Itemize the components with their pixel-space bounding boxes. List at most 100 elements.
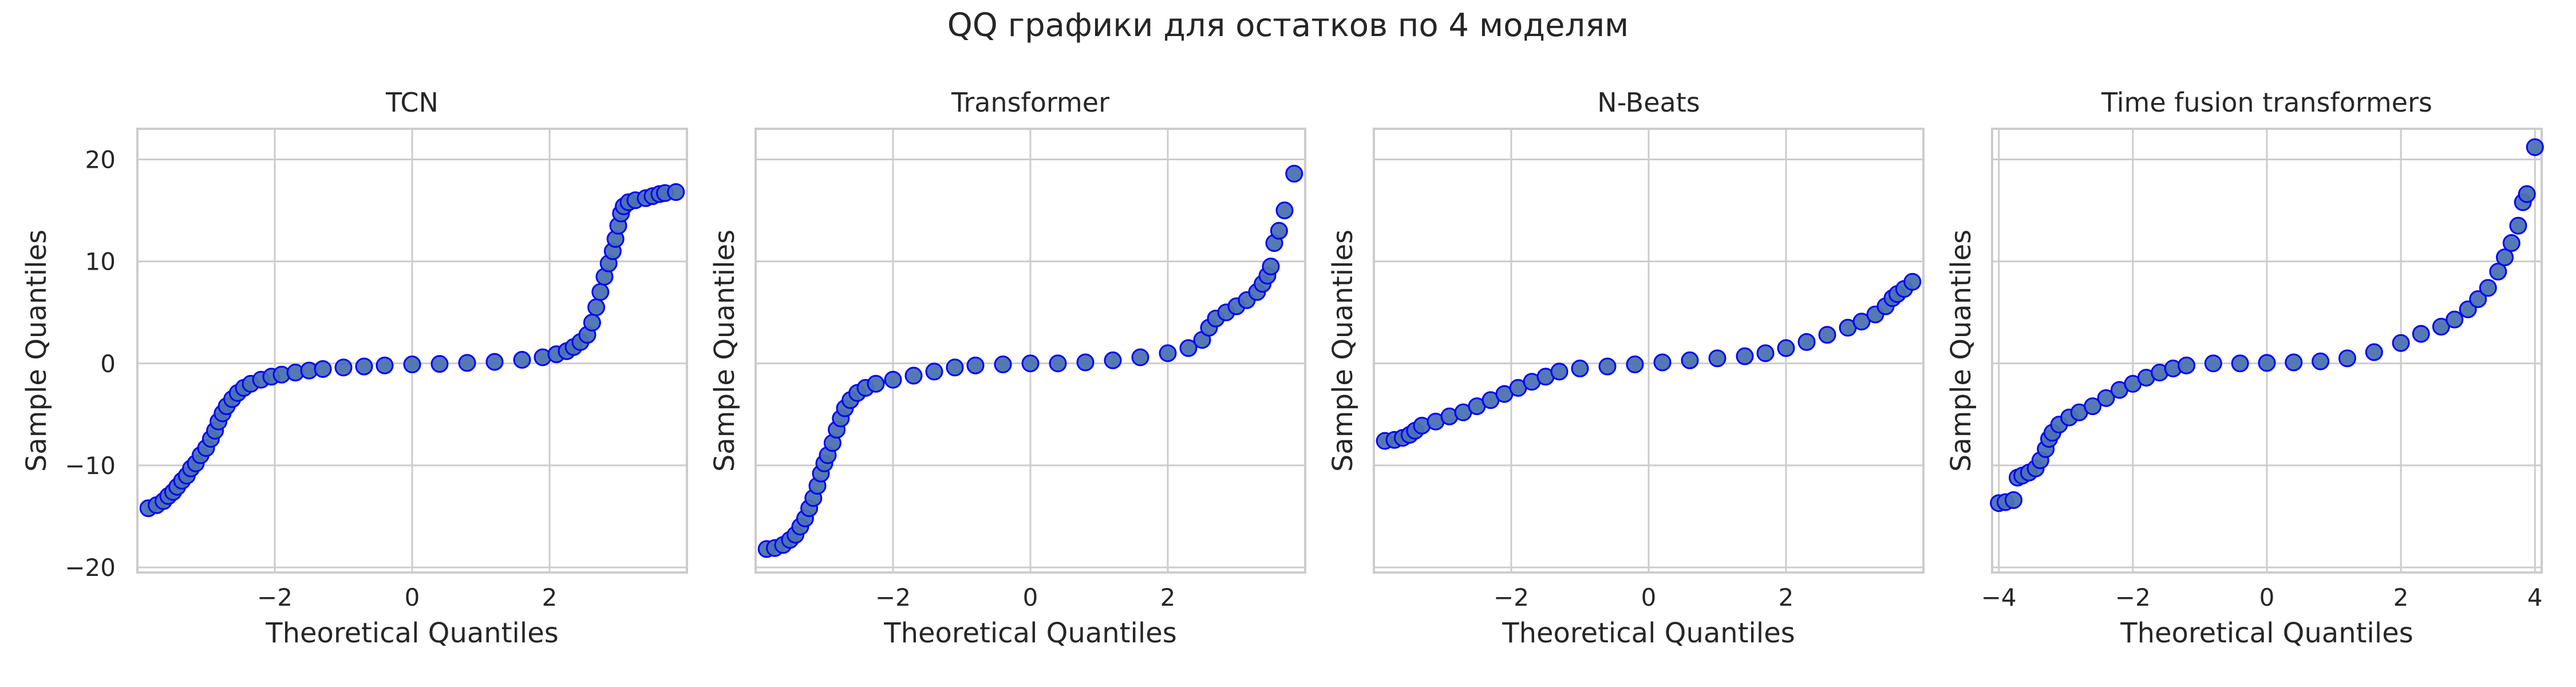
qq-point bbox=[1262, 258, 1280, 276]
qq-point bbox=[1626, 356, 1644, 374]
x-tick-label: 2 bbox=[1160, 583, 1176, 611]
qq-point bbox=[2432, 318, 2450, 336]
qq-point bbox=[966, 356, 985, 374]
qq-point bbox=[2526, 138, 2544, 156]
qq-point bbox=[2445, 310, 2464, 329]
qq-point bbox=[2496, 248, 2514, 266]
x-tick-label: 4 bbox=[2527, 583, 2543, 611]
qq-point bbox=[583, 314, 601, 332]
qq-point bbox=[2338, 349, 2356, 368]
subplot-title: N-Beats bbox=[1597, 87, 1700, 118]
qq-point bbox=[376, 356, 394, 374]
qq-point bbox=[1852, 313, 1871, 331]
plot-frame bbox=[754, 128, 1306, 574]
qq-point bbox=[2178, 356, 2196, 374]
qq-point bbox=[1275, 202, 1294, 220]
qq-point bbox=[1131, 348, 1149, 366]
qq-point bbox=[587, 298, 606, 317]
y-tick-label: 0 bbox=[100, 350, 116, 378]
plot-frame bbox=[1991, 128, 2543, 574]
qq-point bbox=[591, 283, 610, 301]
x-axis-label: Theoretical Quantiles bbox=[883, 617, 1176, 649]
qq-point bbox=[2097, 389, 2115, 407]
qq-point bbox=[1598, 357, 1617, 376]
qq-point bbox=[1159, 344, 1177, 362]
qq-point bbox=[2479, 279, 2497, 297]
qq-point bbox=[485, 353, 504, 371]
qq-point bbox=[884, 370, 902, 389]
x-axis-label: Theoretical Quantiles bbox=[1502, 617, 1795, 649]
qq-point bbox=[2204, 354, 2222, 373]
x-tick-label: 0 bbox=[1023, 583, 1038, 611]
qq-point bbox=[1653, 353, 1672, 372]
x-tick-label: −4 bbox=[1981, 583, 2017, 611]
qq-panel-4: −4 −2 0 2 4 Time fusion transformers Theoretic… bbox=[1945, 87, 2544, 649]
qq-point bbox=[1104, 351, 1122, 369]
qq-point bbox=[994, 356, 1012, 374]
qq-point bbox=[2469, 290, 2487, 309]
x-tick-label: 2 bbox=[2393, 583, 2409, 611]
qq-point bbox=[2509, 216, 2527, 235]
qq-point bbox=[513, 351, 531, 369]
qq-point bbox=[314, 360, 332, 378]
x-tick-label: 2 bbox=[1779, 583, 1794, 611]
qq-point bbox=[2518, 185, 2536, 203]
x-tick-label: 2 bbox=[542, 583, 558, 611]
qq-point bbox=[1756, 344, 1775, 362]
qq-point bbox=[1076, 353, 1095, 372]
qq-point bbox=[2502, 234, 2520, 252]
qq-point bbox=[1049, 354, 1067, 373]
qq-point bbox=[1681, 351, 1699, 369]
y-axis-label: Sample Quantiles bbox=[21, 230, 53, 472]
qq-point bbox=[2258, 354, 2276, 372]
y-tick-label: −10 bbox=[65, 452, 116, 480]
qq-point bbox=[430, 355, 449, 373]
qq-point bbox=[1903, 273, 1922, 291]
qq-point bbox=[1270, 222, 1288, 240]
qq-point bbox=[2004, 491, 2022, 510]
y-tick-label: 20 bbox=[85, 145, 116, 173]
subplot-title: TCN bbox=[385, 87, 438, 118]
qq-point bbox=[2231, 354, 2249, 373]
x-tick-label: 0 bbox=[2259, 583, 2275, 611]
qq-point bbox=[1021, 354, 1040, 373]
y-axis-label: Sample Quantiles bbox=[709, 230, 741, 472]
qq-point bbox=[1550, 362, 1568, 381]
qq-point bbox=[403, 356, 421, 374]
qq-panel-2: −2 0 2 Transformer Theoretical Quantiles Samp… bbox=[709, 87, 1306, 649]
qq-point bbox=[1818, 326, 1836, 344]
qq-point bbox=[946, 358, 964, 377]
x-tick-label: −2 bbox=[1494, 583, 1529, 611]
plot-frame bbox=[136, 128, 688, 574]
x-tick-label: −2 bbox=[257, 583, 293, 611]
x-tick-label: −2 bbox=[875, 583, 911, 611]
qq-point bbox=[2365, 343, 2383, 361]
qq-panel-3: −2 0 2 N-Beats Theoretical Quantiles Sample Q… bbox=[1327, 87, 1925, 649]
x-tick-label: 0 bbox=[405, 583, 420, 611]
qq-point bbox=[1571, 360, 1589, 378]
x-tick-label: 0 bbox=[1641, 583, 1657, 611]
qq-point bbox=[2412, 325, 2430, 343]
plot-frame bbox=[1373, 128, 1925, 574]
qq-point bbox=[904, 366, 923, 385]
x-axis-label: Theoretical Quantiles bbox=[2120, 617, 2413, 649]
subplot-title: Transformer bbox=[951, 87, 1109, 118]
qq-point bbox=[867, 374, 885, 393]
qq-point bbox=[1285, 164, 1303, 183]
qq-point bbox=[2312, 352, 2330, 370]
qq-point bbox=[1797, 333, 1816, 351]
qq-point bbox=[2392, 334, 2410, 352]
y-tick-label: 10 bbox=[85, 248, 116, 276]
qq-point bbox=[355, 357, 373, 376]
qq-point bbox=[1179, 339, 1198, 357]
x-axis-label: Theoretical Quantiles bbox=[265, 617, 558, 649]
qq-point bbox=[2489, 262, 2507, 281]
x-tick-label: −2 bbox=[2115, 583, 2151, 611]
qq-point bbox=[2084, 397, 2102, 416]
qq-point bbox=[1736, 347, 1754, 365]
qq-point bbox=[334, 358, 353, 377]
qq-point bbox=[925, 362, 943, 381]
